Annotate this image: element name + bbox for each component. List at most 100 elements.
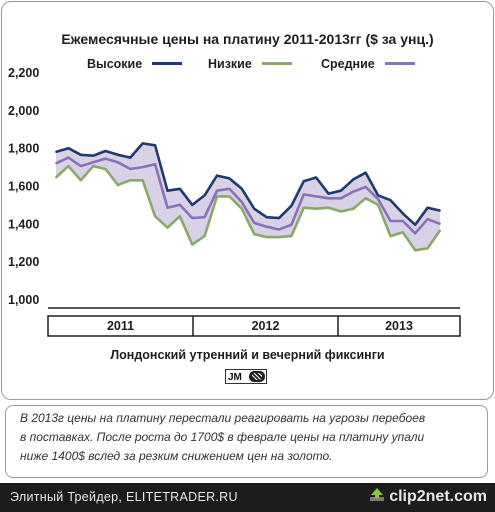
- note-line: ниже 1400$ вслед за резким снижением цен…: [20, 449, 333, 463]
- jm-logo: JM: [225, 369, 267, 384]
- data-point: [129, 156, 132, 159]
- data-point: [377, 198, 379, 201]
- data-point: [79, 153, 82, 156]
- year-label: 2011: [107, 319, 134, 333]
- y-tick-label: 1,000: [8, 293, 39, 307]
- data-point: [240, 201, 243, 204]
- y-tick-label: 2,200: [8, 66, 39, 80]
- data-point: [117, 161, 119, 164]
- series-line-0: [55, 142, 441, 227]
- data-point: [401, 220, 404, 222]
- x-axis-caption: Лондонский утренний и вечерний фиксинги: [110, 348, 385, 362]
- data-point: [265, 216, 268, 219]
- data-point: [377, 194, 379, 197]
- y-tick-label: 2,000: [8, 104, 39, 118]
- data-point: [340, 197, 342, 200]
- data-point: [117, 184, 119, 186]
- data-point: [67, 165, 70, 168]
- data-point: [154, 144, 157, 147]
- series-line-1: [55, 164, 442, 252]
- data-point: [67, 147, 70, 150]
- data-point: [179, 187, 181, 190]
- data-point: [426, 247, 429, 250]
- data-point: [377, 204, 379, 206]
- year-label: 2012: [252, 319, 280, 333]
- data-point: [290, 223, 293, 226]
- chart-plot: 2,200 2,000 1,800 1,600 1,400 1,200 1,000 2011 2…: [8, 66, 461, 337]
- data-point: [389, 235, 392, 238]
- chart-title: Ежемесячные цены на платину 2011-2013гг …: [61, 31, 434, 47]
- data-point: [364, 171, 367, 174]
- legend-item-low: Низкие: [208, 57, 292, 71]
- data-point: [352, 190, 355, 193]
- data-point: [401, 212, 404, 215]
- data-point: [364, 197, 367, 200]
- data-point: [166, 189, 169, 192]
- data-point: [439, 229, 441, 232]
- data-point: [302, 206, 305, 209]
- data-point: [352, 207, 355, 210]
- data-point: [253, 207, 256, 210]
- data-point: [104, 150, 107, 152]
- data-point: [141, 142, 144, 145]
- data-point: [79, 179, 82, 182]
- bottom-bar: Элитный Трейдер, ELITETRADER.RU clip2net…: [0, 483, 495, 512]
- watermark-text: Элитный Трейдер, ELITETRADER.RU: [10, 490, 238, 504]
- jm-logo-text: JM: [228, 372, 242, 383]
- data-point: [154, 163, 157, 166]
- gem-icon: [249, 371, 265, 382]
- data-point: [278, 228, 280, 231]
- data-point: [290, 235, 293, 238]
- data-point: [216, 174, 218, 177]
- data-point: [426, 218, 429, 221]
- data-point: [278, 217, 280, 220]
- data-point: [315, 195, 317, 198]
- data-point: [327, 197, 330, 200]
- data-point: [253, 222, 256, 224]
- upload-arrow-icon: [370, 488, 385, 501]
- data-point: [191, 243, 194, 246]
- year-label: 2013: [385, 319, 413, 333]
- data-point: [240, 207, 243, 210]
- data-point: [79, 165, 82, 168]
- data-point: [401, 231, 404, 234]
- y-tick-label: 1,400: [8, 217, 39, 231]
- data-point: [191, 217, 194, 220]
- data-point: [154, 215, 157, 218]
- legend-swatch-avg: [384, 62, 415, 66]
- data-point: [240, 187, 243, 190]
- data-point: [340, 189, 342, 192]
- legend-item-high: Высокие: [87, 57, 183, 71]
- series-line-2: [55, 156, 441, 235]
- data-point: [327, 192, 330, 195]
- data-point: [129, 179, 132, 182]
- note-box: В 2013г цены на платину перестали реагир…: [5, 405, 488, 478]
- data-point: [104, 157, 107, 160]
- data-point: [302, 193, 305, 196]
- data-point: [179, 204, 181, 206]
- data-point: [228, 195, 231, 198]
- data-point: [439, 222, 441, 225]
- clip2net-logo[interactable]: clip2net.com: [369, 487, 487, 506]
- legend-label-high: Высокие: [87, 57, 143, 71]
- clip2net-text: clip2net.com: [389, 488, 487, 505]
- data-point: [203, 235, 206, 238]
- data-point: [426, 206, 429, 209]
- data-point: [265, 225, 268, 228]
- data-point: [216, 189, 218, 192]
- data-point: [439, 209, 441, 212]
- data-point: [55, 151, 57, 153]
- data-point: [166, 226, 169, 229]
- legend-swatch-high: [152, 62, 183, 66]
- data-point: [92, 161, 95, 164]
- data-point: [55, 162, 57, 165]
- year-band: [47, 315, 461, 337]
- data-point: [228, 187, 231, 190]
- data-point: [290, 204, 293, 207]
- data-point: [352, 178, 355, 181]
- data-point: [389, 220, 392, 222]
- high-low-band: [56, 143, 440, 251]
- data-point: [327, 206, 330, 209]
- data-point: [253, 233, 256, 236]
- data-point: [265, 236, 268, 239]
